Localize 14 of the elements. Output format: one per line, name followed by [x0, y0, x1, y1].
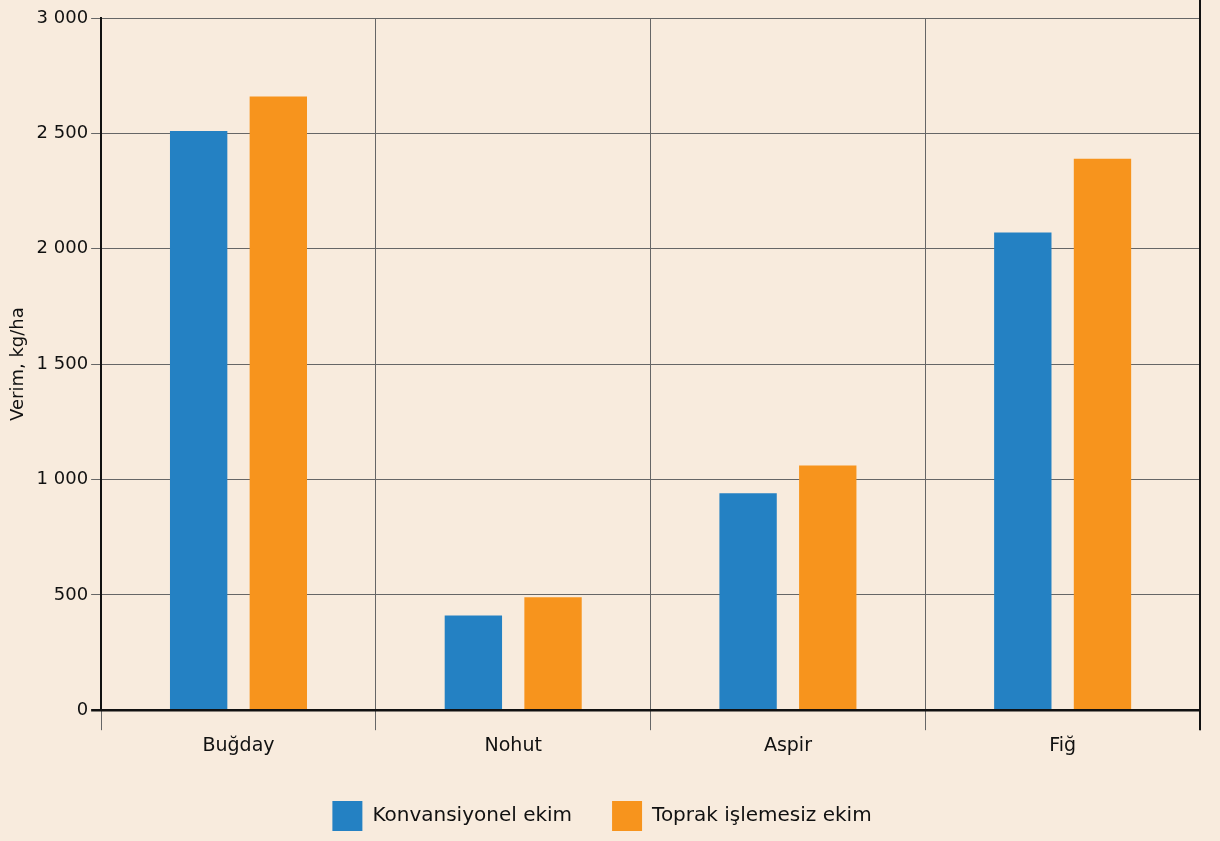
y-axis-title: Verim, kg/ha [6, 307, 28, 421]
x-tick-label: Nohut [484, 732, 542, 755]
legend-label: Toprak işlemesiz ekim [651, 802, 872, 827]
y-tick-label: 1 000 [36, 467, 89, 489]
y-tick-label: 0 [76, 697, 89, 719]
x-tick-label: Buğday [202, 732, 275, 755]
y-tick-label: 1 500 [36, 351, 89, 373]
y-tick-label: 3 000 [36, 5, 89, 27]
legend-label: Konvansiyonel ekim [372, 802, 573, 827]
y-tick-label: 500 [53, 582, 89, 604]
x-tick-label: Aspir [763, 732, 813, 755]
x-tick-label: Fiğ [1049, 732, 1077, 755]
y-tick-label: 2 500 [36, 121, 89, 143]
y-tick-label: 2 000 [36, 236, 89, 258]
